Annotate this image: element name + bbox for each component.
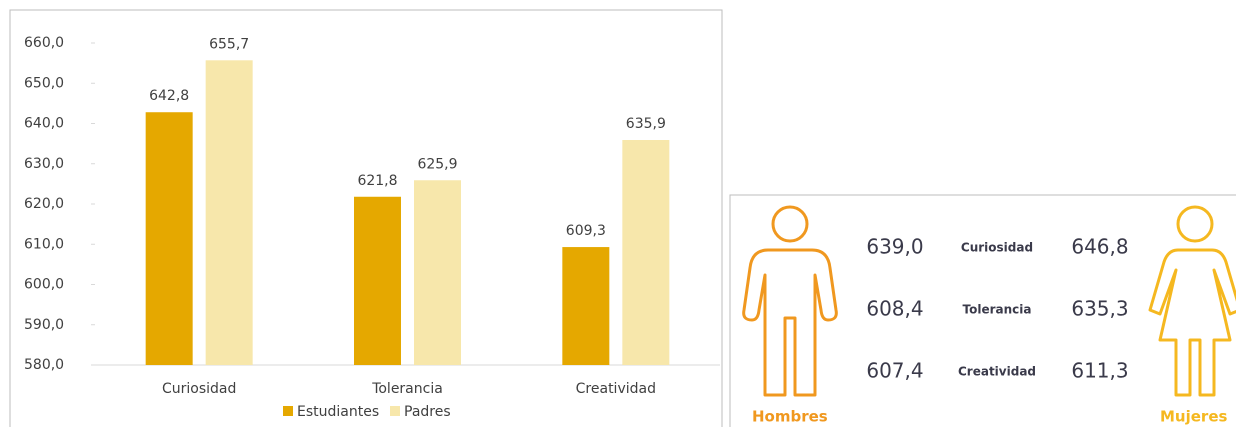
bar (145, 112, 193, 365)
bar (562, 247, 610, 365)
bar (354, 196, 401, 365)
legend-swatch (283, 406, 293, 416)
value-label: 625,9 (417, 156, 457, 172)
y-tick-label: 630,0 (24, 156, 64, 172)
y-tick-label: 640,0 (24, 116, 64, 132)
hombres-value: 639,0 (866, 235, 923, 259)
value-label: 609,3 (566, 223, 606, 239)
hombres-value: 607,4 (866, 359, 923, 383)
bar (414, 180, 461, 365)
value-label: 655,7 (209, 36, 249, 52)
y-tick-label: 600,0 (24, 277, 64, 293)
value-label: 621,8 (357, 173, 397, 189)
woman-icon (1148, 205, 1236, 397)
hombres-value: 608,4 (866, 297, 923, 321)
y-tick-label: 650,0 (24, 75, 64, 91)
mujeres-value: 646,8 (1071, 235, 1128, 259)
row-label: Tolerancia (963, 303, 1032, 317)
y-tick-label: 610,0 (24, 236, 64, 252)
value-label: 642,8 (149, 88, 189, 104)
row-label: Creatividad (958, 365, 1036, 379)
legend-swatch (390, 406, 400, 416)
left-label: Hombres (752, 408, 828, 426)
y-tick-label: 660,0 (24, 35, 64, 51)
value-label: 635,9 (626, 116, 666, 132)
bar (205, 60, 253, 366)
y-tick-label: 580,0 (24, 357, 64, 373)
chart-frame (9, 9, 723, 427)
legend-label: Estudiantes (297, 404, 379, 420)
info-frame (729, 194, 1236, 427)
mujeres-value: 635,3 (1071, 297, 1128, 321)
chart: 580,0 590,0 600,0 610,0 620,0 630,0 640,0 650,0… (24, 35, 720, 420)
info-rows: 639,0 Curiosidad 646,8 608,4 Tolerancia 635,3… (866, 235, 1128, 383)
x-tick-label: Creatividad (576, 381, 656, 397)
y-tick-label: 590,0 (24, 317, 64, 333)
man-icon (742, 205, 838, 397)
row-label: Curiosidad (961, 241, 1033, 255)
x-tick-label: Tolerancia (371, 381, 443, 397)
bar (622, 140, 670, 365)
legend-label: Padres (404, 404, 451, 420)
mujeres-value: 611,3 (1071, 359, 1128, 383)
y-tick-label: 620,0 (24, 196, 64, 212)
x-tick-label: Curiosidad (162, 381, 236, 397)
right-label: Mujeres (1160, 408, 1227, 426)
